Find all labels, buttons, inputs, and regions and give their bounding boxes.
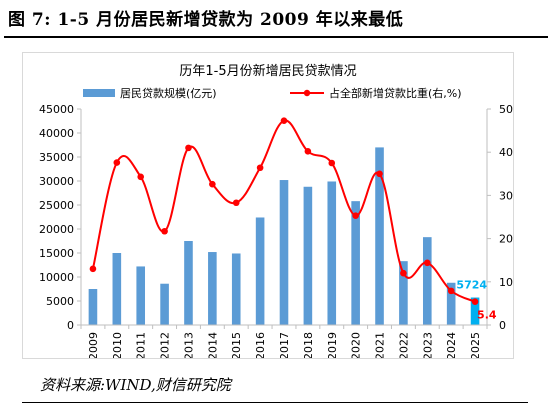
ratio-point-2016 <box>256 164 264 172</box>
x-tick-label: 2011 <box>135 332 148 358</box>
x-tick-label: 2012 <box>159 332 172 358</box>
left-tick-label: 25000 <box>39 199 74 212</box>
ratio-point-2023 <box>423 259 431 267</box>
right-tick-label: 30 <box>499 189 513 202</box>
ratio-point-2015 <box>232 199 240 207</box>
legend: 居民贷款规模(亿元) 占全部新增贷款比重(右,%) <box>83 86 462 100</box>
left-tick-label: 30000 <box>39 175 74 188</box>
ratio-point-2019 <box>328 159 336 167</box>
left-tick-label: 35000 <box>39 151 74 164</box>
x-tick-label: 2015 <box>230 332 243 358</box>
ratio-point-2025 <box>471 298 479 305</box>
combo-chart: 历年1-5月份新增居民贷款情况 居民贷款规模(亿元) 占全部新增贷款比重(右,%… <box>39 63 513 358</box>
figure-header: 图 7: 1-5 月份居民新增贷款为 2009 年以来最低 <box>0 0 550 34</box>
x-tick-label: 2022 <box>397 332 410 358</box>
x-tick-label: 2024 <box>445 332 458 358</box>
ratio-point-2009 <box>89 265 97 273</box>
left-tick-label: 40000 <box>39 127 74 140</box>
right-tick-label: 20 <box>499 233 513 246</box>
bar-2017 <box>279 180 289 325</box>
ratio-point-2011 <box>137 173 145 181</box>
left-axis: 0 5000 10000 15000 20000 25000 30000 35000 40000… <box>39 103 82 332</box>
x-tick-label: 2021 <box>374 332 387 358</box>
x-tick-label: 2009 <box>87 332 100 358</box>
ratio-point-2014 <box>209 180 216 188</box>
ratio-point-2024 <box>447 287 455 295</box>
ratio-point-2012 <box>161 227 168 235</box>
bar-2013 <box>184 241 193 325</box>
bar-2014 <box>208 252 217 325</box>
header-rule <box>4 36 548 38</box>
x-tick-label: 2016 <box>254 332 267 358</box>
chart-frame: 历年1-5月份新增居民贷款情况 居民贷款规模(亿元) 占全部新增贷款比重(右,%… <box>22 52 514 359</box>
footer-rule <box>22 402 528 403</box>
bar-2015 <box>231 253 241 325</box>
legend-bar-label: 居民贷款规模(亿元) <box>120 86 217 100</box>
bar-2021 <box>375 147 384 325</box>
ratio-point-2021 <box>376 170 383 178</box>
left-tick-label: 10000 <box>39 271 74 284</box>
bar-2024 <box>446 282 456 325</box>
bar-2025 <box>470 297 480 325</box>
x-tick-label: 2010 <box>111 332 124 358</box>
source-note: 资料来源:WIND,财信研究院 <box>40 376 231 394</box>
bar-2012 <box>160 283 169 325</box>
legend-line-marker <box>303 89 311 97</box>
ratio-point-2010 <box>113 159 121 166</box>
x-tick-label: 2018 <box>302 332 315 358</box>
bar-2010 <box>112 253 122 325</box>
x-tick-label: 2014 <box>206 332 219 358</box>
left-tick-label: 20000 <box>39 223 74 236</box>
x-tick-label: 2013 <box>182 332 195 358</box>
x-tick-label: 2019 <box>326 332 339 358</box>
ratio-point-2013 <box>185 144 192 152</box>
ratio-point-2018 <box>304 148 312 155</box>
chart-title: 历年1-5月份新增居民贷款情况 <box>179 63 356 79</box>
bar-2022 <box>399 261 408 325</box>
bar-2009 <box>88 289 98 325</box>
left-tick-label: 45000 <box>39 103 74 116</box>
right-axis: 0 10 20 30 40 50 <box>486 103 513 332</box>
line-series <box>89 117 479 305</box>
bar-value-label-2025: 5724 <box>456 279 487 292</box>
left-tick-label: 0 <box>67 319 74 332</box>
bar-2023 <box>422 237 432 325</box>
ratio-point-2017 <box>280 117 288 124</box>
ratio-point-2020 <box>352 212 359 220</box>
x-tick-label: 2025 <box>469 332 482 358</box>
x-axis: 2009 2010 2011 2012 2013 2014 2015 2016 2017 2018… <box>80 324 488 358</box>
right-tick-label: 40 <box>499 146 513 159</box>
right-tick-label: 50 <box>499 103 513 116</box>
annotations: 5724 5.4 <box>456 279 496 322</box>
right-tick-label: 0 <box>499 319 506 332</box>
bar-2020 <box>351 201 360 325</box>
ratio-value-label-2025: 5.4 <box>477 309 497 322</box>
ratio-point-2022 <box>400 269 407 277</box>
left-tick-label: 5000 <box>46 295 74 308</box>
bar-2019 <box>327 181 337 325</box>
x-tick-label: 2020 <box>350 332 363 358</box>
x-tick-label: 2017 <box>278 332 291 358</box>
legend-line-label: 占全部新增贷款比重(右,%) <box>329 86 462 100</box>
right-tick-label: 10 <box>499 276 513 289</box>
left-tick-label: 15000 <box>39 247 74 260</box>
bar-2016 <box>255 217 265 325</box>
figure-title: 图 7: 1-5 月份居民新增贷款为 2009 年以来最低 <box>8 10 404 30</box>
x-tick-label: 2023 <box>421 332 434 358</box>
bar-2018 <box>303 186 313 325</box>
bar-series <box>88 147 480 325</box>
bar-2011 <box>136 266 146 325</box>
legend-bar-swatch <box>83 89 115 97</box>
